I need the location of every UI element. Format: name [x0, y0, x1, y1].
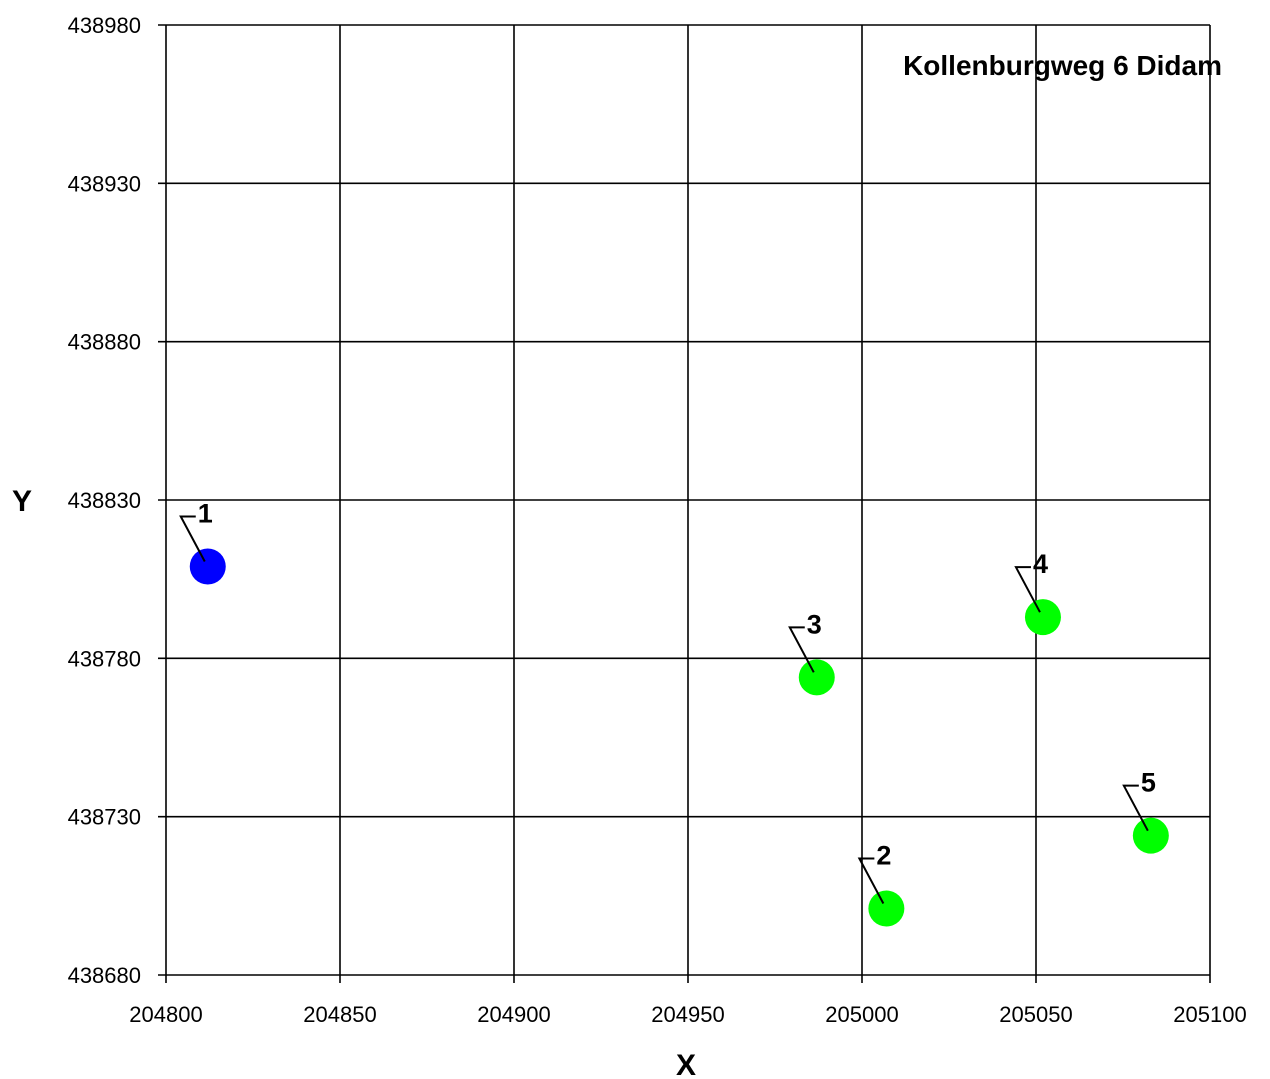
y-tick-label: 438830 [68, 488, 141, 513]
y-tick-label: 438680 [68, 963, 141, 988]
point-label-3: 3 [807, 609, 822, 639]
x-tick-label: 205000 [825, 1002, 898, 1027]
y-tick-label: 438930 [68, 171, 141, 196]
data-point-2 [868, 891, 904, 927]
y-tick-label: 438980 [68, 13, 141, 38]
y-tick-label: 438780 [68, 646, 141, 671]
x-tick-label: 204950 [651, 1002, 724, 1027]
data-point-5 [1133, 818, 1169, 854]
x-tick-label: 205100 [1173, 1002, 1246, 1027]
y-tick-labels: 438680 438730 438780 438830 438880 438930 4389… [68, 13, 141, 988]
chart-title: Kollenburgweg 6 Didam [903, 50, 1222, 81]
data-point-4 [1025, 599, 1061, 635]
y-axis-title: Y [12, 485, 32, 518]
x-tick-label: 205050 [999, 1002, 1072, 1027]
data-point-3 [799, 659, 835, 695]
x-axis-title: X [676, 1049, 696, 1079]
point-label-2: 2 [876, 841, 891, 871]
data-points: 1 2 3 4 5 [181, 499, 1169, 927]
x-tick-label: 204850 [303, 1002, 376, 1027]
x-tick-labels: 204800 204850 204900 204950 205000 205050 2051… [129, 1002, 1246, 1027]
y-tick-label: 438880 [68, 330, 141, 355]
grid [158, 25, 1210, 983]
data-point-1 [190, 549, 226, 585]
x-tick-label: 204900 [477, 1002, 550, 1027]
y-tick-label: 438730 [68, 805, 141, 830]
point-label-1: 1 [198, 499, 213, 529]
point-label-4: 4 [1033, 549, 1048, 579]
point-label-5: 5 [1141, 768, 1156, 798]
x-tick-label: 204800 [129, 1002, 202, 1027]
